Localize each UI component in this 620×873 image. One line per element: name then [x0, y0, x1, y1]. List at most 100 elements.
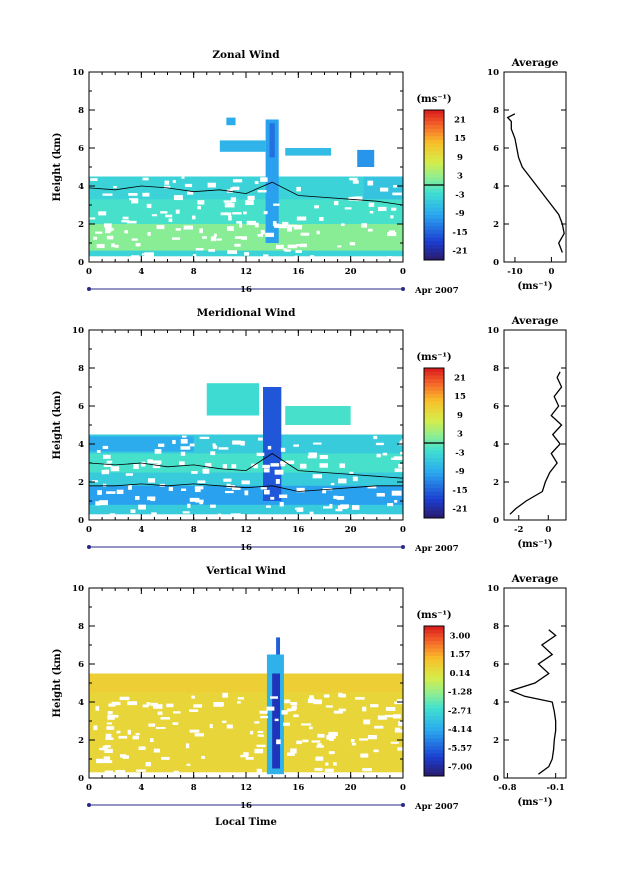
data-gap: [336, 496, 345, 500]
data-gap: [256, 768, 262, 774]
data-gap: [355, 697, 365, 700]
data-gap: [165, 214, 173, 218]
colorbar-tick-label: 21: [454, 373, 466, 383]
date-axis-end: [87, 287, 91, 291]
colorbar-segment: [424, 716, 444, 721]
data-gap: [325, 705, 333, 708]
data-gap: [192, 254, 197, 259]
colorbar-segment: [424, 772, 444, 777]
data-gap: [202, 236, 207, 239]
data-gap: [325, 762, 329, 766]
data-gap: [199, 501, 204, 505]
data-gap: [106, 491, 116, 494]
data-gap: [172, 722, 179, 725]
data-region: [276, 637, 281, 655]
data-gap: [307, 455, 317, 459]
colorbar-segment: [424, 465, 444, 470]
data-gap: [390, 207, 397, 211]
data-gap: [263, 468, 270, 473]
x-tick-label: 8: [191, 267, 197, 277]
colorbar-segment: [424, 641, 444, 646]
data-gap: [324, 768, 334, 773]
data-gap: [398, 721, 403, 727]
data-gap: [173, 770, 179, 774]
data-gap: [390, 215, 394, 219]
colorbar-segment: [424, 113, 444, 118]
data-gap: [232, 212, 242, 215]
data-gap: [314, 767, 323, 771]
data-gap: [387, 256, 393, 260]
data-gap: [259, 710, 268, 714]
contour-line: [89, 453, 403, 479]
data-gap: [250, 730, 254, 735]
profile-title: Average: [511, 573, 559, 585]
date-label: Apr 2007: [414, 802, 459, 812]
data-gap: [241, 236, 248, 240]
data-gap: [266, 706, 275, 711]
colorbar-segment: [424, 746, 444, 751]
colorbar-tick-label: 3: [457, 430, 463, 440]
data-gap: [265, 505, 271, 508]
data-gap: [394, 500, 398, 503]
data-gap: [370, 704, 379, 708]
colorbar-segment: [424, 697, 444, 702]
data-gap: [310, 255, 315, 259]
data-gap: [194, 733, 205, 737]
data-gap: [327, 734, 336, 739]
data-gap: [180, 438, 188, 444]
colorbar-segment: [424, 495, 444, 500]
y-tick-label: 2: [78, 736, 84, 746]
data-gap: [338, 478, 347, 484]
data-gap: [144, 252, 154, 258]
data-gap: [222, 464, 228, 469]
data-region: [89, 436, 194, 452]
data-gap: [296, 487, 305, 493]
data-gap: [220, 212, 229, 216]
data-gap: [175, 209, 180, 214]
data-gap: [339, 463, 346, 468]
data-gap: [109, 513, 116, 517]
colorbar-segment: [424, 704, 444, 709]
data-gap: [340, 504, 349, 508]
data-gap: [391, 457, 396, 460]
data-gap: [128, 193, 138, 196]
data-gap: [246, 220, 256, 226]
colorbar-segment: [424, 738, 444, 743]
data-gap: [234, 243, 241, 247]
data-gap: [105, 737, 114, 740]
colorbar-tick-label: -2.71: [448, 706, 472, 716]
data-gap: [152, 460, 162, 464]
data-gap: [157, 461, 162, 465]
data-gap: [127, 701, 138, 706]
data-gap: [391, 490, 402, 496]
data-gap: [102, 193, 113, 196]
colorbar-tick-label: 3.00: [450, 631, 471, 641]
profile-frame: [503, 587, 567, 779]
colorbar-segment: [424, 173, 444, 178]
data-gap: [116, 730, 121, 734]
data-gap: [227, 250, 238, 254]
data-gap: [319, 455, 329, 459]
colorbar-segment: [424, 140, 444, 145]
data-gap: [95, 501, 101, 506]
data-gap: [397, 747, 403, 751]
colorbar-frame: [423, 625, 445, 777]
colorbar-segment: [424, 117, 444, 122]
x-tick-label: 0: [400, 783, 406, 793]
data-gap: [312, 474, 323, 479]
profile-y-tick-label: 10: [487, 68, 499, 78]
data-gap: [195, 247, 204, 251]
data-gap: [231, 486, 241, 490]
profile-x-tick-label: -0.8: [498, 783, 516, 793]
colorbar-segment: [424, 753, 444, 758]
data-gap: [318, 217, 324, 221]
data-gap: [362, 767, 373, 772]
y-tick-label: 4: [78, 182, 84, 192]
data-gap: [182, 435, 187, 438]
colorbar-segment: [424, 136, 444, 141]
data-gap: [257, 190, 267, 193]
data-gap: [377, 206, 387, 212]
y-tick-label: 4: [78, 698, 84, 708]
data-gap: [272, 221, 277, 227]
data-gap: [279, 494, 288, 499]
